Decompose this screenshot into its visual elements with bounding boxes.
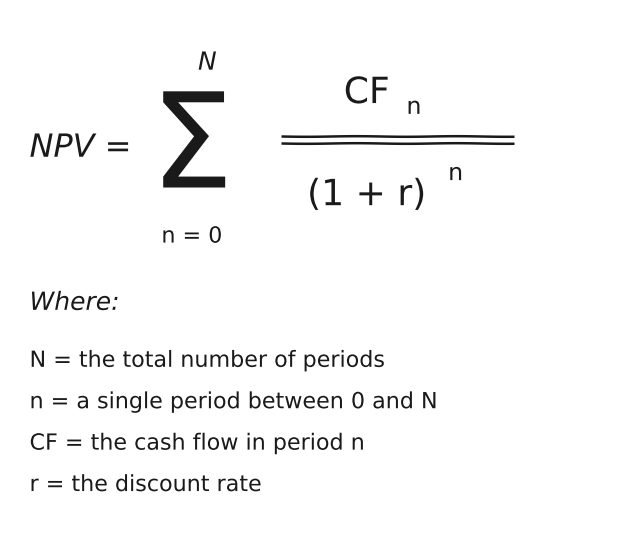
Text: Σ: Σ <box>151 87 234 215</box>
Text: r = the discount rate: r = the discount rate <box>30 475 263 495</box>
Text: n = a single period between 0 and N: n = a single period between 0 and N <box>30 392 439 412</box>
Text: CF: CF <box>344 76 390 110</box>
Text: Where:: Where: <box>30 291 120 315</box>
Text: n: n <box>448 161 463 185</box>
Text: N = the total number of periods: N = the total number of periods <box>30 351 386 371</box>
Text: (1 + r): (1 + r) <box>307 178 426 212</box>
Text: N: N <box>198 51 217 75</box>
Text: n: n <box>407 95 421 119</box>
Text: CF = the cash flow in period n: CF = the cash flow in period n <box>30 434 366 454</box>
Text: NPV =: NPV = <box>30 133 131 164</box>
Text: n = 0: n = 0 <box>162 227 223 247</box>
